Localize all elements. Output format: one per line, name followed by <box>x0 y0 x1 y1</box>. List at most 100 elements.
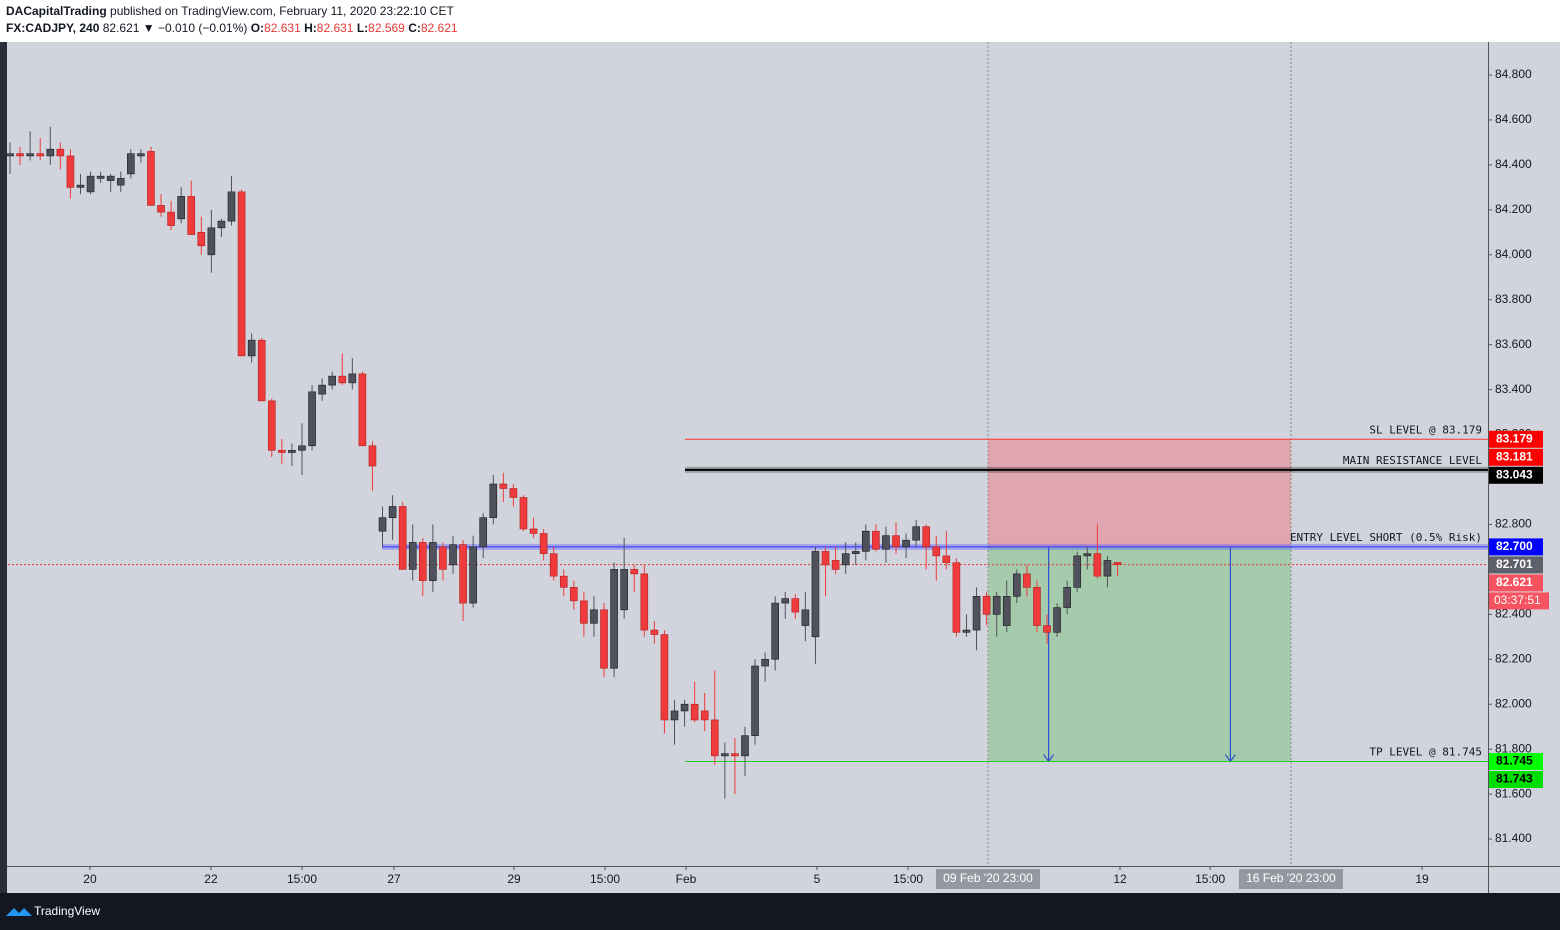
y-tick-label: 81.600 <box>1495 786 1532 800</box>
candle-body <box>408 542 417 570</box>
candle-body <box>509 488 518 498</box>
candle-body <box>398 506 407 570</box>
price-badge <box>1489 466 1543 484</box>
price-badge <box>1489 753 1543 771</box>
logo <box>6 908 32 916</box>
candle-body <box>811 551 820 638</box>
level-label: TP LEVEL @ 81.745 <box>1369 746 1482 759</box>
price-badge-label: 83.179 <box>1496 431 1533 445</box>
y-tick-label: 84.800 <box>1495 67 1532 81</box>
y-tick-label: 82.800 <box>1495 517 1532 531</box>
candle-body <box>590 609 598 624</box>
candle-body <box>298 445 306 451</box>
candle-body <box>1023 573 1031 588</box>
published: published on TradingView.com, February 1… <box>110 4 454 18</box>
level-label: MAIN RESISTANCE LEVEL <box>1343 454 1482 467</box>
candle-body <box>257 339 266 402</box>
candle-body <box>147 151 155 206</box>
candle-body <box>539 533 548 554</box>
header-line-1: DACapitalTrading published on TradingVie… <box>6 4 454 18</box>
candle-body <box>318 384 326 395</box>
candle-body <box>187 196 196 235</box>
candle-body <box>580 600 588 624</box>
candle-body <box>288 449 296 453</box>
plot: 81.400 81.600 81.800 82.000 82.200 82.400 82.6… <box>6 42 1549 889</box>
countdown: 03:37:51 <box>1494 593 1541 607</box>
candle-body <box>96 175 105 179</box>
candle-body <box>731 753 739 757</box>
price-badge-label: 83.043 <box>1496 467 1533 481</box>
price-badge <box>1489 538 1543 556</box>
y-tick-label: 84.200 <box>1495 202 1532 216</box>
candle-body <box>1083 553 1092 557</box>
candle-body <box>76 184 85 188</box>
candle-body <box>690 703 699 721</box>
ohlc-key: C: <box>408 21 421 35</box>
y-tick-label: 84.600 <box>1495 112 1532 126</box>
candle-body <box>36 153 45 157</box>
candle-body <box>781 598 790 604</box>
candle-body <box>237 191 246 357</box>
candle-body <box>972 596 981 631</box>
x-tick-label: 15:00 <box>1195 872 1225 886</box>
candle-body <box>710 719 719 757</box>
candle-body <box>86 175 95 193</box>
last-price: 82.621 <box>103 21 140 35</box>
x-tick-label: 20 <box>83 872 97 886</box>
candle-body <box>1103 560 1112 577</box>
x-tick-label: 22 <box>204 872 218 886</box>
x-tick-label: 12 <box>1113 872 1127 886</box>
y-tick-label: 83.800 <box>1495 292 1532 306</box>
candle-body <box>1093 553 1102 577</box>
candle-body <box>328 375 336 386</box>
candle-body <box>56 148 65 157</box>
candle-body <box>46 148 55 157</box>
candle-body <box>922 526 931 548</box>
candle-body <box>529 528 538 534</box>
x-tick-label: 15:00 <box>287 872 317 886</box>
candle-body <box>1002 596 1011 626</box>
candle-body <box>348 373 357 384</box>
candle-body <box>912 526 920 541</box>
candle-body <box>116 178 125 186</box>
header-bg <box>0 0 1560 42</box>
candle-body <box>942 555 951 563</box>
candle-body <box>66 155 75 188</box>
stop-zone <box>988 439 1291 547</box>
candle-body <box>741 735 749 757</box>
symbol: FX:CADJPY, 240 <box>6 21 100 35</box>
candle-body <box>761 658 769 667</box>
candle-body <box>861 530 870 552</box>
candle-body <box>388 506 397 519</box>
candle-body <box>449 544 457 566</box>
candle-body <box>680 703 689 712</box>
candle-body <box>1053 607 1061 633</box>
candle-body <box>16 153 24 157</box>
candle-body <box>821 551 830 566</box>
candle-body <box>308 391 316 447</box>
level-label: SL LEVEL @ 83.179 <box>1369 423 1482 436</box>
change: ▼ −0.010 (−0.01%) <box>143 21 248 35</box>
candle-body <box>549 553 558 577</box>
candle-body <box>227 191 236 222</box>
y-tick-label: 83.600 <box>1495 337 1532 351</box>
ohlc-value: 82.631 <box>264 21 301 35</box>
price-badge-label: 81.745 <box>1496 754 1533 768</box>
candle-body <box>338 375 347 384</box>
x-tick-label: Feb <box>676 872 697 886</box>
brand[interactable]: TradingView <box>34 904 100 918</box>
price-badge-label: 82.700 <box>1496 539 1533 553</box>
candle-body <box>378 517 387 532</box>
candle-body <box>650 629 659 635</box>
candle-body <box>751 665 759 736</box>
chart-bg <box>0 42 1560 893</box>
price-badge-label: 81.743 <box>1496 772 1533 786</box>
candle-body <box>207 227 216 256</box>
x-tick-label: 15:00 <box>893 872 923 886</box>
time-marker-label: 16 Feb '20 23:00 <box>1246 871 1336 885</box>
y-tick-label: 84.400 <box>1495 157 1532 171</box>
y-tick-label: 81.800 <box>1495 741 1532 755</box>
x-tick-label: 5 <box>814 872 821 886</box>
